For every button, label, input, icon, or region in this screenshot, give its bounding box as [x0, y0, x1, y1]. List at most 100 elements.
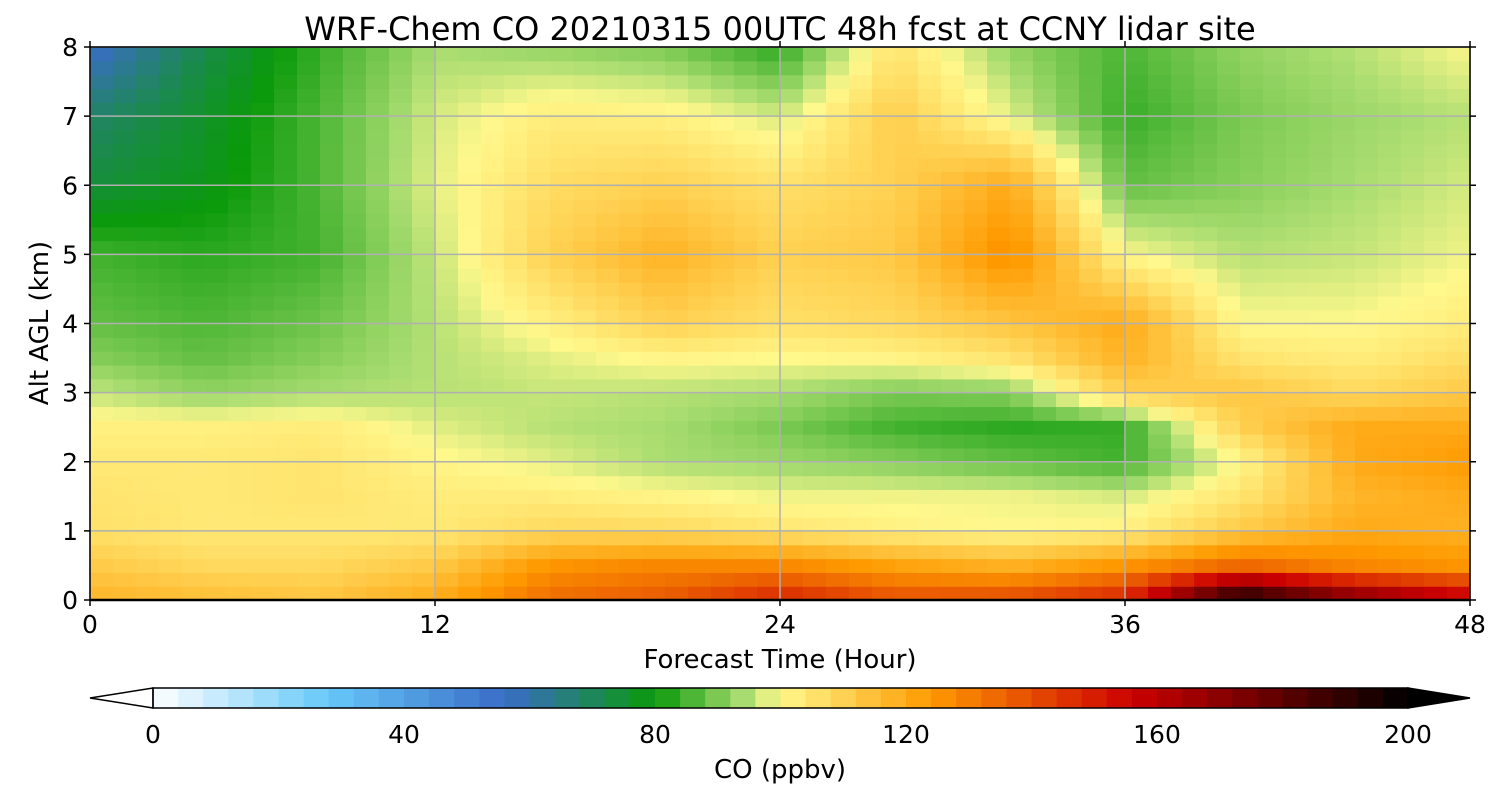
heatmap-cell — [90, 199, 114, 214]
heatmap-cell — [205, 129, 229, 145]
heatmap-cell — [1332, 461, 1356, 477]
heatmap-cell — [872, 364, 896, 380]
heatmap-cell — [527, 212, 551, 228]
heatmap-cell — [665, 420, 689, 435]
heatmap-cell — [1148, 517, 1172, 532]
heatmap-cell — [297, 116, 321, 131]
heatmap-cell — [1217, 447, 1241, 463]
heatmap-cell — [1125, 503, 1149, 518]
heatmap-cell — [711, 295, 735, 311]
heatmap-cell — [1263, 475, 1287, 490]
heatmap-cell — [458, 129, 482, 145]
heatmap-cell — [573, 199, 597, 214]
heatmap-cell — [1332, 420, 1356, 435]
heatmap-cell — [113, 392, 137, 408]
heatmap-cell — [389, 461, 413, 477]
heatmap-cell — [1424, 447, 1448, 463]
heatmap-cell — [481, 489, 505, 504]
heatmap-cell — [159, 475, 183, 490]
heatmap-cell — [688, 530, 712, 546]
heatmap-cell — [251, 47, 275, 62]
heatmap-cell — [458, 434, 482, 449]
heatmap-cell — [1447, 143, 1470, 159]
heatmap-cell — [1194, 309, 1218, 325]
heatmap-cell — [1194, 74, 1218, 90]
heatmap-cell — [527, 268, 551, 283]
heatmap-cell — [1332, 517, 1356, 532]
heatmap-cell — [366, 254, 390, 269]
colorbar-segment — [1382, 688, 1409, 708]
heatmap-cell — [573, 586, 597, 600]
heatmap-cell — [1355, 47, 1379, 62]
heatmap-cell — [205, 351, 229, 366]
heatmap-cell — [1240, 503, 1264, 518]
heatmap-cell — [412, 240, 436, 255]
heatmap-cell — [734, 240, 758, 255]
heatmap-cell — [1194, 544, 1218, 560]
heatmap-cell — [274, 254, 298, 269]
heatmap-cell — [1217, 406, 1241, 421]
heatmap-cell — [642, 586, 666, 600]
heatmap-cell — [757, 199, 781, 214]
heatmap-cell — [1309, 434, 1333, 449]
heatmap-cell — [596, 503, 620, 518]
heatmap-cell — [1217, 157, 1241, 173]
heatmap-cell — [1263, 143, 1287, 159]
colorbar-tick-label: 200 — [1384, 720, 1432, 749]
heatmap-cell — [1378, 337, 1402, 352]
heatmap-cell — [1171, 447, 1195, 463]
heatmap-cell — [1240, 461, 1264, 477]
heatmap-cell — [1033, 378, 1057, 394]
heatmap-cell — [1033, 116, 1057, 131]
colorbar-tick-label: 40 — [388, 720, 420, 749]
heatmap-cell — [527, 503, 551, 518]
heatmap-cell — [964, 295, 988, 311]
heatmap-cell — [550, 351, 574, 366]
heatmap-cell — [228, 60, 252, 76]
heatmap-cell — [1125, 392, 1149, 408]
heatmap-cell — [1424, 420, 1448, 435]
heatmap-cell — [297, 461, 321, 477]
heatmap-cell — [711, 530, 735, 546]
heatmap-cell — [987, 309, 1011, 325]
heatmap-cell — [136, 434, 160, 449]
heatmap-cell — [1355, 378, 1379, 394]
heatmap-cell — [1079, 268, 1103, 283]
heatmap-cell — [412, 461, 436, 477]
heatmap-cell — [1263, 88, 1287, 103]
heatmap-cell — [1148, 489, 1172, 504]
heatmap-cell — [1125, 517, 1149, 532]
heatmap-cell — [826, 420, 850, 435]
heatmap-cell — [1401, 143, 1425, 159]
heatmap-cell — [1401, 406, 1425, 421]
heatmap-cell — [1033, 392, 1057, 408]
heatmap-cell — [1332, 157, 1356, 173]
heatmap-cell — [159, 129, 183, 145]
heatmap-cell — [757, 392, 781, 408]
heatmap-cell — [849, 434, 873, 449]
heatmap-cell — [642, 364, 666, 380]
heatmap-cell — [1332, 268, 1356, 283]
x-tick-label: 48 — [1454, 610, 1486, 639]
heatmap-cell — [1194, 530, 1218, 546]
heatmap-cell — [964, 88, 988, 103]
heatmap-cell — [826, 116, 850, 131]
heatmap-cell — [1355, 420, 1379, 435]
heatmap-cell — [1194, 295, 1218, 311]
heatmap-cell — [734, 282, 758, 297]
heatmap-cell — [895, 157, 919, 173]
heatmap-cell — [1240, 586, 1264, 600]
heatmap-cell — [1240, 268, 1264, 283]
heatmap-cell — [872, 503, 896, 518]
heatmap-cell — [527, 129, 551, 145]
heatmap-cell — [1240, 530, 1264, 546]
heatmap-cell — [849, 268, 873, 283]
heatmap-cell — [619, 475, 643, 490]
heatmap-cell — [205, 461, 229, 477]
heatmap-cell — [987, 254, 1011, 269]
heatmap-cell — [159, 517, 183, 532]
heatmap-cell — [90, 268, 114, 283]
heatmap-cell — [274, 157, 298, 173]
heatmap-cell — [113, 74, 137, 90]
heatmap-cell — [205, 157, 229, 173]
